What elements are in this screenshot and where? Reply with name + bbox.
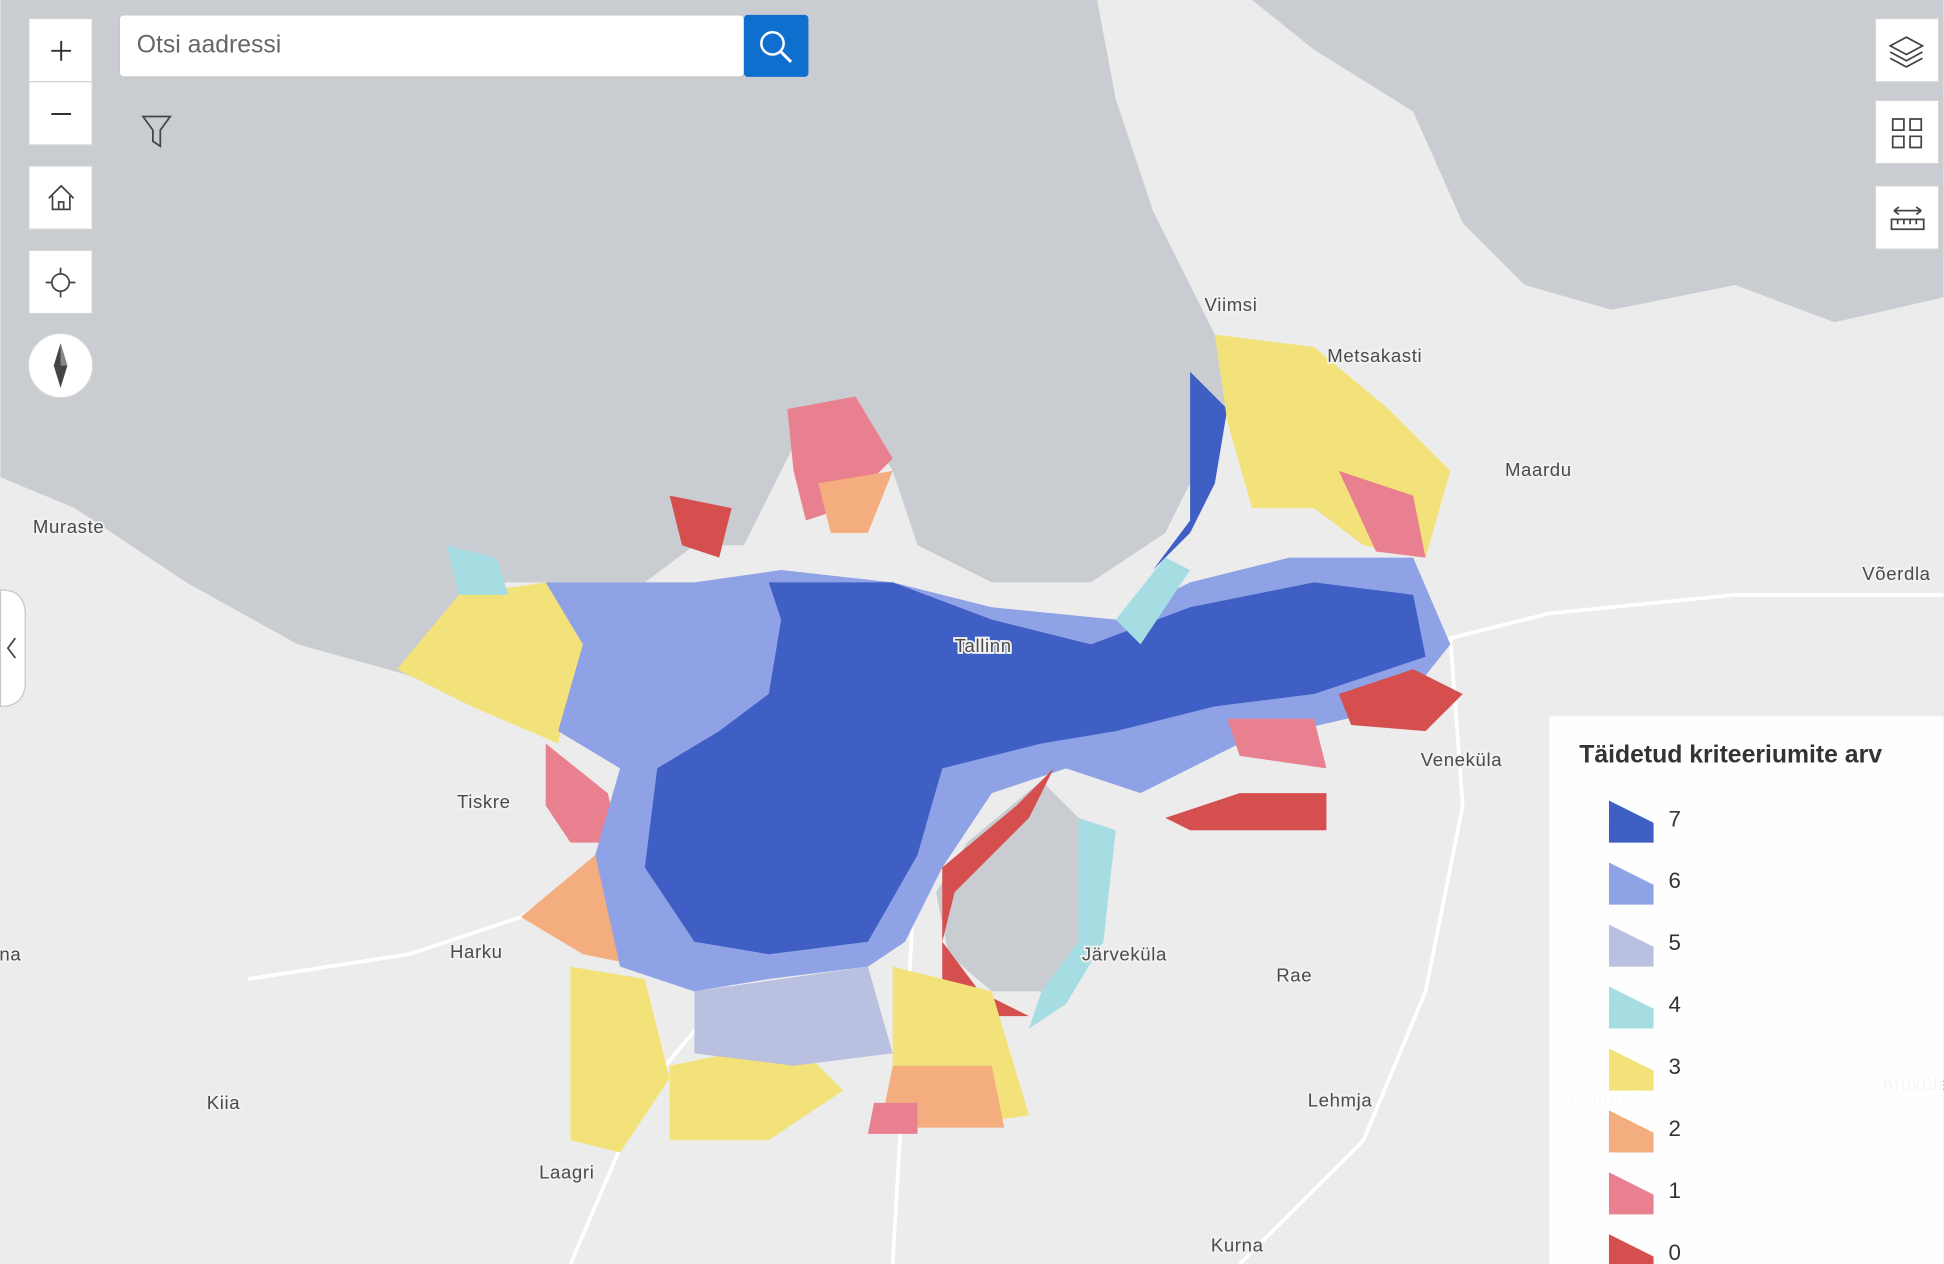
legend-swatch	[1608, 986, 1654, 1029]
legend-swatch	[1608, 1048, 1654, 1091]
place-label: Tiskre	[457, 791, 511, 812]
place-label: Lehmja	[1308, 1090, 1373, 1111]
place-label: Kurna	[1211, 1235, 1264, 1256]
filter-button[interactable]	[141, 115, 172, 148]
legend-label: 2	[1668, 1116, 1680, 1141]
zoom-out-button[interactable]	[28, 81, 93, 146]
collapse-panel-button[interactable]	[0, 589, 26, 707]
legend-swatch	[1608, 800, 1654, 843]
zoom-in-button[interactable]	[28, 17, 93, 83]
legend: Täidetud kriteeriumite arv 7 6 5 4 3 2 1 0	[1549, 716, 1944, 1264]
measure-button[interactable]	[1874, 185, 1940, 250]
legend-label: 1	[1668, 1178, 1680, 1203]
suitability-areas	[397, 334, 1463, 1153]
legend-label: 5	[1668, 930, 1680, 955]
place-label: Järveküla	[1082, 943, 1167, 964]
compass-button[interactable]	[27, 332, 94, 399]
legend-label: 0	[1668, 1240, 1680, 1264]
layers-button[interactable]	[1874, 17, 1940, 83]
locate-button[interactable]	[28, 249, 93, 315]
lake	[936, 780, 1091, 992]
legend-swatch	[1608, 1172, 1654, 1215]
legend-label: 7	[1668, 806, 1680, 831]
place-label: Laagri	[539, 1161, 594, 1182]
legend-panel	[1549, 716, 1944, 1264]
legend-swatch	[1608, 924, 1654, 967]
legend-swatch	[1608, 1234, 1654, 1264]
place-label: Muraste	[33, 516, 104, 537]
place-label: Viimsi	[1205, 294, 1258, 315]
home-button[interactable]	[28, 165, 93, 230]
place-label: Kiia	[207, 1092, 241, 1113]
place-label: Tallinn	[955, 635, 1012, 656]
legend-label: 3	[1668, 1054, 1680, 1079]
basemap-button[interactable]	[1874, 99, 1940, 165]
legend-swatch	[1608, 862, 1654, 905]
place-label: Metsakasti	[1327, 345, 1422, 366]
search-box[interactable]: Otsi aadressi	[118, 14, 745, 78]
place-label: Veneküla	[1421, 749, 1502, 770]
legend-label: 4	[1668, 992, 1680, 1017]
legend-label: 6	[1668, 868, 1680, 893]
legend-title: Täidetud kriteeriumite arv	[1579, 741, 1882, 768]
place-label: Võerdla	[1862, 563, 1930, 584]
place-label: Rae	[1276, 964, 1312, 985]
place-label: Harku	[450, 941, 503, 962]
search-button[interactable]	[743, 14, 809, 77]
place-label: Maardu	[1505, 459, 1572, 480]
place-label: na	[0, 943, 21, 964]
legend-swatch	[1608, 1110, 1654, 1153]
search-placeholder: Otsi aadressi	[137, 31, 282, 58]
